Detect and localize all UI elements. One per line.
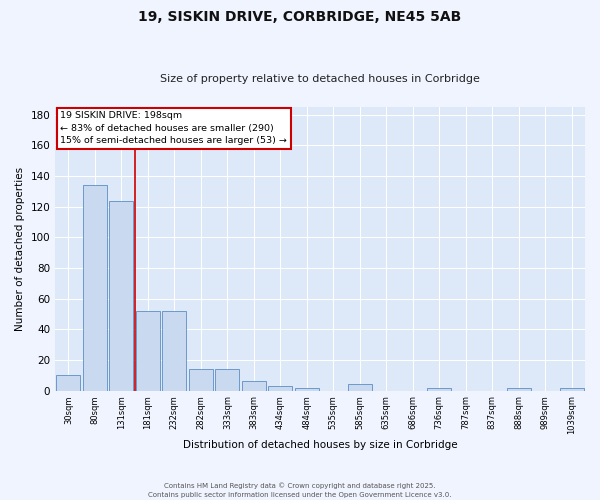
- Bar: [189, 369, 213, 390]
- Bar: [83, 185, 107, 390]
- Title: Size of property relative to detached houses in Corbridge: Size of property relative to detached ho…: [160, 74, 480, 84]
- Bar: [56, 376, 80, 390]
- Bar: [136, 311, 160, 390]
- X-axis label: Distribution of detached houses by size in Corbridge: Distribution of detached houses by size …: [183, 440, 457, 450]
- Bar: [560, 388, 584, 390]
- Bar: [295, 388, 319, 390]
- Bar: [507, 388, 530, 390]
- Y-axis label: Number of detached properties: Number of detached properties: [15, 166, 25, 331]
- Text: 19 SISKIN DRIVE: 198sqm
← 83% of detached houses are smaller (290)
15% of semi-d: 19 SISKIN DRIVE: 198sqm ← 83% of detache…: [61, 112, 287, 146]
- Bar: [109, 200, 133, 390]
- Bar: [268, 386, 292, 390]
- Bar: [242, 382, 266, 390]
- Bar: [163, 311, 187, 390]
- Text: 19, SISKIN DRIVE, CORBRIDGE, NE45 5AB: 19, SISKIN DRIVE, CORBRIDGE, NE45 5AB: [139, 10, 461, 24]
- Bar: [427, 388, 451, 390]
- Bar: [215, 369, 239, 390]
- Text: Contains HM Land Registry data © Crown copyright and database right 2025.
Contai: Contains HM Land Registry data © Crown c…: [148, 482, 452, 498]
- Bar: [348, 384, 372, 390]
